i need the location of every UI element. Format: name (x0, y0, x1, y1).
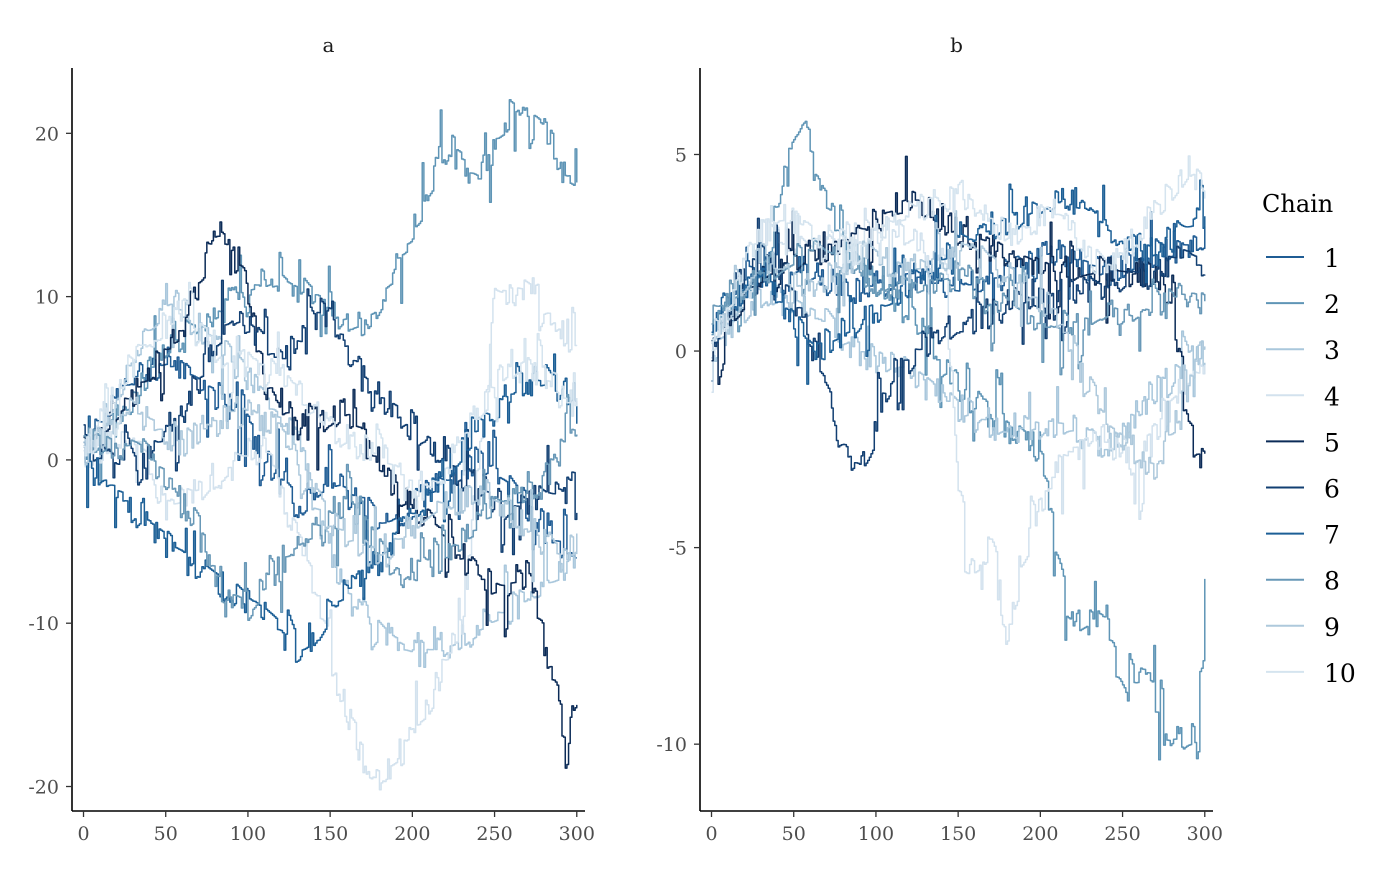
legend-label-chain-3: 3 (1324, 336, 1340, 365)
trace-line-b-chain-8 (711, 237, 1206, 376)
x-tick-label: 0 (705, 823, 717, 845)
trace-line-a-chain-3 (83, 282, 578, 668)
x-tick-label: 250 (476, 823, 512, 845)
trace-line-a-chain-4 (83, 277, 578, 791)
x-tick-label: 250 (1104, 823, 1140, 845)
x-tick-label: 50 (782, 823, 806, 845)
y-tick-label: -5 (668, 538, 687, 560)
x-tick-label: 300 (1187, 823, 1223, 845)
x-tick-label: 150 (940, 823, 976, 845)
legend-label-chain-7: 7 (1324, 521, 1340, 550)
legend-label-chain-4: 4 (1324, 382, 1340, 411)
trace-line-a-chain-9 (83, 395, 578, 583)
y-tick-label: 0 (47, 450, 59, 472)
y-tick-label: 10 (35, 287, 59, 309)
legend-label-chain-1: 1 (1324, 244, 1340, 273)
trace-line-a-chain-5 (83, 221, 578, 769)
panel-title-b: b (950, 33, 963, 57)
y-tick-label: 5 (675, 144, 687, 166)
legend-label-chain-2: 2 (1324, 290, 1340, 319)
legend-label-chain-8: 8 (1324, 567, 1340, 596)
x-tick-label: 100 (230, 823, 266, 845)
x-tick-label: 50 (154, 823, 178, 845)
legend-label-chain-9: 9 (1324, 613, 1340, 642)
legend-label-chain-6: 6 (1324, 475, 1340, 504)
trace-line-a-chain-2 (83, 99, 578, 482)
trace-line-b-chain-7 (711, 179, 1206, 385)
x-tick-label: 0 (77, 823, 89, 845)
trace-line-a-chain-7 (83, 353, 578, 663)
trace-line-b-chain-9 (711, 210, 1206, 480)
trace-line-a-chain-10 (83, 281, 578, 510)
x-tick-label: 300 (559, 823, 595, 845)
trace-line-a-chain-1 (83, 346, 577, 559)
legend-label-chain-10: 10 (1324, 659, 1356, 688)
legend-label-chain-5: 5 (1324, 428, 1340, 457)
y-tick-label: -20 (28, 777, 59, 799)
legend-title: Chain (1262, 190, 1333, 218)
x-tick-label: 150 (312, 823, 348, 845)
x-tick-label: 100 (858, 823, 894, 845)
y-tick-label: 0 (675, 341, 687, 363)
y-tick-label: 20 (35, 123, 59, 145)
trace-line-b-chain-5 (711, 155, 1206, 469)
trace-line-b-chain-10 (711, 155, 1206, 352)
x-tick-label: 200 (1022, 823, 1058, 845)
panel-title-a: a (323, 33, 335, 57)
x-tick-label: 200 (394, 823, 430, 845)
trace-line-b-chain-2 (711, 120, 1206, 761)
y-tick-label: -10 (656, 734, 687, 756)
y-tick-label: -10 (28, 613, 59, 635)
trace-line-a-chain-8 (83, 393, 578, 622)
